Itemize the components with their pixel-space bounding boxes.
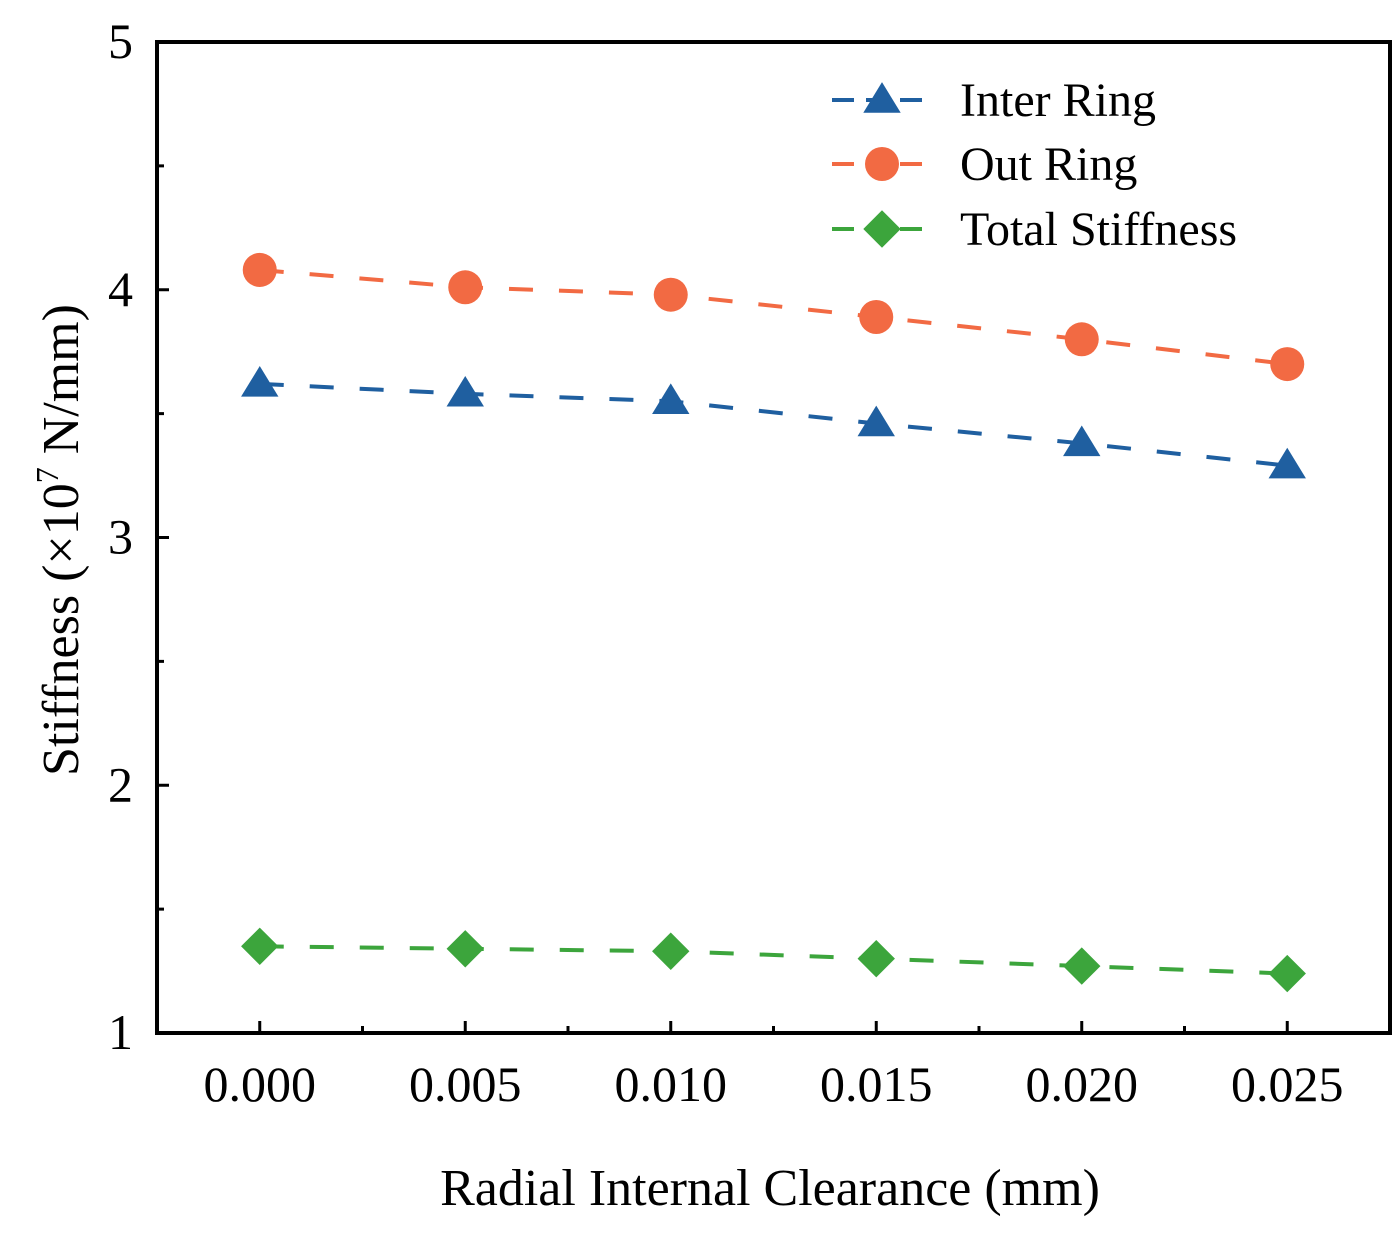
y-axis-title-prefix: Stiffness (×10 [33, 483, 90, 776]
data-point-inter-ring [241, 366, 279, 397]
data-point-out-ring [242, 252, 277, 287]
data-point-total-stiffness [241, 927, 279, 965]
data-point-total-stiffness [652, 932, 690, 970]
data-point-out-ring [448, 270, 483, 305]
data-point-out-ring [859, 300, 894, 335]
data-point-total-stiffness [446, 930, 484, 968]
y-axis-title: Stiffness (×107 N/mm) [29, 304, 90, 776]
series-inter-ring [241, 366, 1306, 479]
data-point-total-stiffness [857, 939, 895, 978]
data-point-inter-ring [652, 383, 690, 414]
series-layer [241, 252, 1306, 993]
series-line-total-stiffness [259, 944, 1288, 976]
x-tick-label: 0.015 [820, 1056, 933, 1112]
y-axis-title-suffix: N/mm) [33, 304, 90, 467]
data-point-inter-ring [857, 405, 895, 437]
series-line-inter-ring [259, 381, 1288, 468]
y-tick-label: 2 [108, 756, 133, 812]
legend-label-out-ring: Out Ring [960, 138, 1137, 191]
legend-label-total-stiffness: Total Stiffness [960, 203, 1237, 256]
series-line-out-ring [259, 267, 1288, 367]
series-out-ring [242, 252, 1305, 382]
data-point-inter-ring [1268, 447, 1306, 479]
legend-item-out-ring: Out Ring [832, 138, 1137, 191]
series-total-stiffness [241, 927, 1306, 993]
data-point-out-ring [1064, 322, 1099, 357]
y-tick-label: 5 [108, 13, 133, 69]
x-axis-ticks: 0.000 0.005 0.010 0.015 0.020 0.025 [204, 1021, 1344, 1112]
legend-marker-diamond [863, 210, 901, 248]
legend-item-inter-ring: Inter Ring [832, 74, 1156, 127]
y-tick-label: 3 [108, 509, 133, 565]
data-point-out-ring [1270, 347, 1305, 382]
legend-marker-circle [865, 147, 899, 181]
legend-marker-triangle [863, 82, 901, 113]
x-tick-label: 0.025 [1231, 1056, 1344, 1112]
x-tick-label: 0.000 [204, 1056, 317, 1112]
data-point-total-stiffness [1268, 954, 1306, 993]
data-point-inter-ring [1063, 425, 1101, 457]
data-point-out-ring [653, 277, 688, 312]
legend-item-total-stiffness: Total Stiffness [832, 203, 1237, 256]
plot-frame [155, 40, 1392, 1035]
legend: Inter Ring Out Ring Total Stiffness [832, 74, 1237, 256]
data-point-total-stiffness [1063, 947, 1101, 985]
x-tick-label: 0.005 [409, 1056, 522, 1112]
y-axis-title-exponent: 7 [29, 467, 65, 483]
x-axis-title: Radial Internal Clearance (mm) [440, 1160, 1100, 1217]
y-tick-label: 1 [108, 1004, 133, 1060]
x-tick-label: 0.010 [615, 1056, 728, 1112]
y-axis-ticks: 1 2 3 4 5 [108, 13, 169, 1060]
legend-label-inter-ring: Inter Ring [960, 74, 1156, 127]
x-tick-label: 0.020 [1026, 1056, 1139, 1112]
data-point-inter-ring [446, 375, 484, 407]
y-tick-label: 4 [108, 261, 133, 317]
